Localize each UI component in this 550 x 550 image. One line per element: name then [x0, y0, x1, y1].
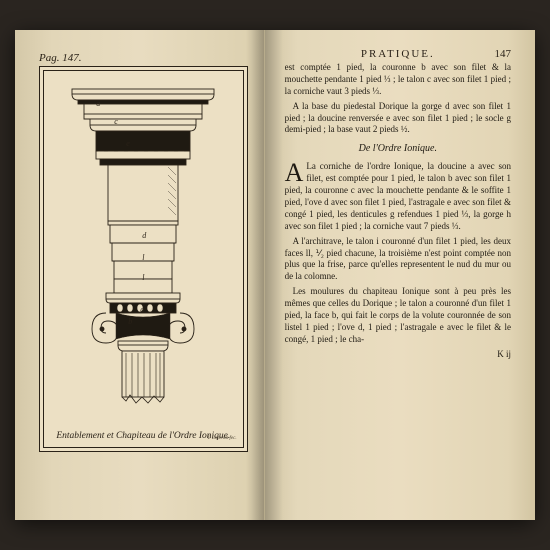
entablature-svg	[68, 81, 218, 421]
section-title: De l'Ordre Ionique.	[285, 142, 511, 155]
plate-page-label: Pag. 147.	[39, 52, 248, 64]
body-text: est comptée 1 pied, la couronne b avec s…	[285, 62, 511, 360]
gutter-shadow-left	[246, 30, 264, 520]
ref-d: d	[142, 231, 146, 240]
gathering-signature: K ij	[285, 349, 511, 361]
ref-a: a	[96, 99, 100, 108]
para-architrave: A l'architrave, le talon i couronné d'un…	[285, 236, 511, 284]
plate-outer-frame: a c e d l l b a	[39, 66, 248, 452]
para-ionique-corniche: A La corniche de l'ordre Ionique, la dou…	[285, 161, 511, 232]
ref-l: l	[142, 253, 144, 262]
gutter-shadow-right	[265, 30, 283, 520]
ref-b: b	[128, 317, 132, 326]
para-dorique-base: A la base du piedestal Dorique la gorge …	[285, 101, 511, 137]
page-number: 147	[494, 48, 511, 60]
ref-a2: a	[140, 305, 144, 314]
dropcap: A	[285, 161, 307, 184]
ref-e: e	[126, 139, 130, 148]
ref-c: c	[114, 117, 118, 126]
para-continuation: est comptée 1 pied, la couronne b avec s…	[285, 62, 511, 98]
running-head: PRATIQUE. 147	[285, 48, 511, 60]
engraver-signature: I. Lozeran fec.	[208, 436, 237, 441]
para-ionique-corniche-text: La corniche de l'ordre Ionique, la douci…	[285, 161, 511, 230]
open-book: Pag. 147. a c e d l l b a	[15, 30, 535, 520]
verso-page: Pag. 147. a c e d l l b a	[15, 30, 265, 520]
para-chapiteau: Les moulures du chapiteau Ionique sont à…	[285, 286, 511, 345]
plate-inner-frame: a c e d l l b a	[43, 70, 244, 448]
ref-l2: l	[142, 273, 144, 282]
ionic-order-engraving: a c e d l l b a	[68, 81, 218, 421]
running-head-text: PRATIQUE.	[361, 48, 435, 60]
recto-page: PRATIQUE. 147 est comptée 1 pied, la cou…	[265, 30, 535, 520]
